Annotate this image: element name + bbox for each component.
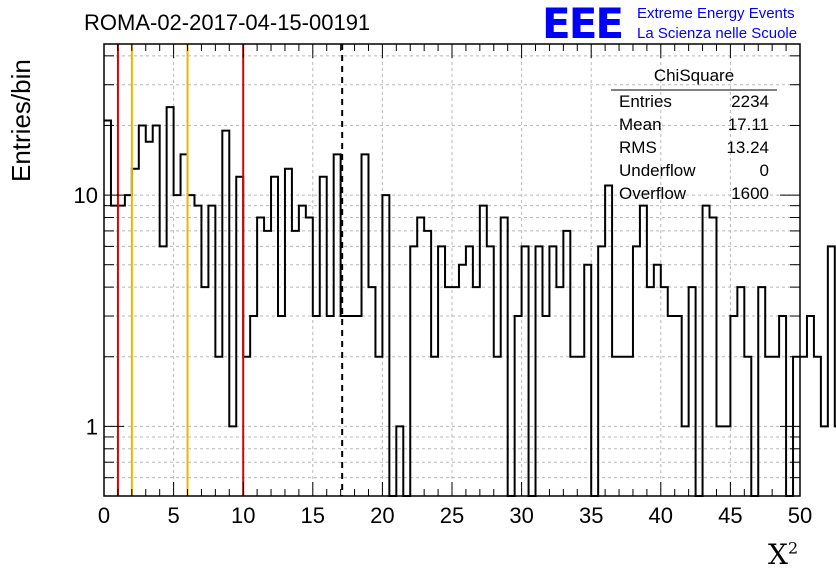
reference-lines <box>116 44 344 496</box>
stats-value: 1600 <box>731 184 769 203</box>
eee-logo: EEE <box>542 0 624 48</box>
x-tick-label: 30 <box>509 503 533 528</box>
y-tick-label: 1 <box>86 414 98 439</box>
x-tick-label: 35 <box>579 503 603 528</box>
histogram-outline <box>104 106 836 497</box>
x-tick-label: 10 <box>231 503 255 528</box>
stats-value: 2234 <box>731 92 769 111</box>
x-tick-label: 0 <box>98 503 110 528</box>
x-tick-label: 15 <box>301 503 325 528</box>
stats-label: Underflow <box>619 161 696 180</box>
stats-value: 0 <box>759 161 769 180</box>
logo-line-1: Extreme Energy Events <box>637 5 795 22</box>
stats-label: Entries <box>619 92 672 111</box>
stats-row-mean: Mean 17.11 <box>619 115 769 137</box>
x-axis-label: X2 <box>768 538 798 571</box>
grid <box>103 44 801 497</box>
stats-row-rms: RMS 13.24 <box>619 138 769 160</box>
x-tick-label: 5 <box>167 503 179 528</box>
x-tick-label: 20 <box>370 503 394 528</box>
axis-ticks <box>103 44 801 497</box>
stats-box: ChiSquare Entries 2234 Mean 17.11 RMS 13… <box>611 64 777 210</box>
stats-box-lines <box>611 89 777 91</box>
stats-row-overflow: Overflow 1600 <box>619 184 769 206</box>
stats-row-underflow: Underflow 0 <box>619 161 769 183</box>
stats-value: 13.24 <box>726 138 769 157</box>
stats-value: 17.11 <box>727 115 769 134</box>
stats-label: RMS <box>619 138 657 157</box>
stats-row-entries: Entries 2234 <box>619 92 769 114</box>
x-axis-label-superscript: 2 <box>787 538 799 558</box>
stats-label: Mean <box>619 115 662 134</box>
x-tick-label: 50 <box>788 503 812 528</box>
stats-title: ChiSquare <box>653 66 735 85</box>
chart-title: ROMA-02-2017-04-15-00191 <box>84 10 371 35</box>
x-tick-label: 40 <box>649 503 673 528</box>
stats-label: Overflow <box>619 184 687 203</box>
histogram-bars <box>104 106 836 497</box>
x-tick-label: 25 <box>440 503 464 528</box>
x-axis-label-base: X <box>768 538 788 571</box>
logo-line-2: La Scienza nelle Scuole <box>637 25 798 42</box>
y-axis-label: Entries/bin <box>6 59 36 182</box>
y-tick-label: 10 <box>74 183 98 208</box>
tick-labels: 0 5 10 15 20 25 30 35 40 45 50 1 10 <box>74 183 813 528</box>
x-tick-label: 45 <box>718 503 742 528</box>
